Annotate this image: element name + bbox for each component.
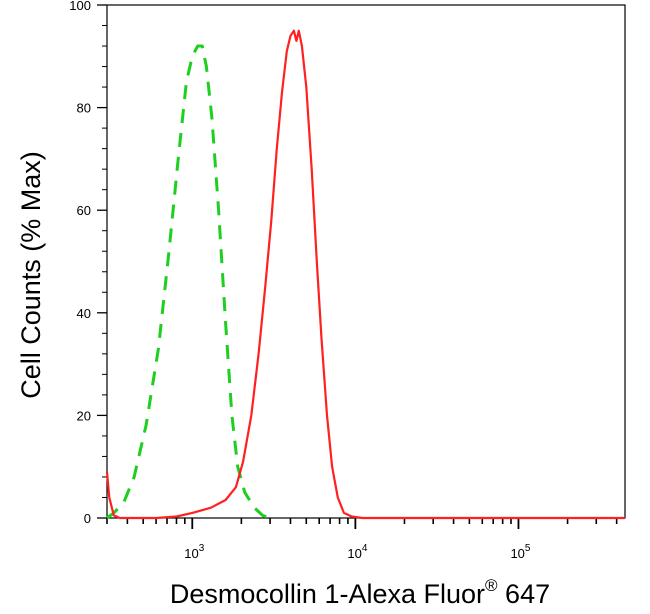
y-tick-label: 60 <box>77 203 91 218</box>
y-tick-label: 20 <box>77 408 91 423</box>
y-tick-label: 40 <box>77 306 91 321</box>
x-tick-label: 104 <box>347 543 367 561</box>
control-histogram-line <box>106 44 271 520</box>
plot-frame <box>106 4 626 519</box>
x-axis-title-superscript: ® <box>485 576 498 595</box>
sample-histogram-line <box>105 29 625 520</box>
x-axis-title-suffix: 647 <box>498 579 551 609</box>
x-tick-label: 105 <box>510 543 530 561</box>
y-tick-label: 0 <box>84 511 91 526</box>
x-tick-label: 103 <box>184 543 204 561</box>
y-tick-label: 80 <box>77 101 91 116</box>
x-axis-title-main: Desmocollin 1-Alexa Fluor <box>170 579 485 609</box>
y-axis-title: Cell Counts (% Max) <box>16 151 46 399</box>
x-axis-title: Desmocollin 1-Alexa Fluor® 647 <box>170 576 550 609</box>
y-tick-label: 100 <box>69 0 91 13</box>
